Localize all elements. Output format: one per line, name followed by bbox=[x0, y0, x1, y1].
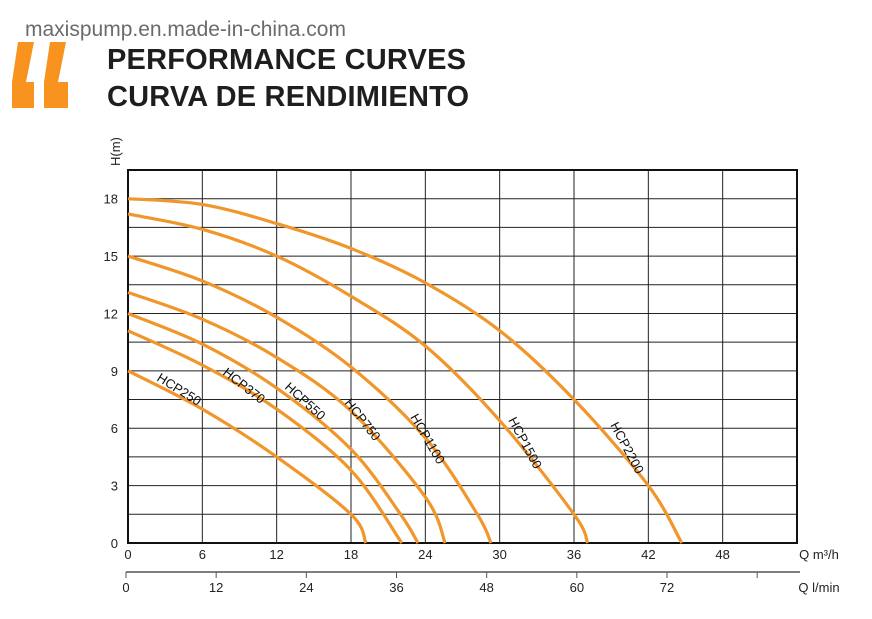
secondary-x-tick-label: 24 bbox=[299, 580, 313, 595]
secondary-x-tick-label: 12 bbox=[209, 580, 223, 595]
curve-hcp2200 bbox=[127, 197, 684, 544]
y-tick-label: 15 bbox=[104, 249, 118, 264]
curve-hcp1100 bbox=[127, 254, 493, 544]
y-tick-label: 12 bbox=[104, 306, 118, 321]
curve-label-hcp1100: HCP1100 bbox=[407, 411, 448, 466]
curve-label-hcp1500: HCP1500 bbox=[505, 414, 545, 471]
y-tick-label: 9 bbox=[111, 364, 118, 379]
x-tick-label: 6 bbox=[199, 547, 206, 562]
x-tick-label: 36 bbox=[567, 547, 581, 562]
quote-mark-icon bbox=[12, 42, 68, 108]
x-tick-label: 42 bbox=[641, 547, 655, 562]
curve-hcp250 bbox=[127, 369, 368, 544]
y-tick-label: 3 bbox=[111, 479, 118, 494]
y-tick-label: 18 bbox=[104, 192, 118, 207]
x-tick-label: 30 bbox=[492, 547, 506, 562]
secondary-x-tick-label: 72 bbox=[660, 580, 674, 595]
curve-hcp1500 bbox=[127, 212, 590, 544]
title-spanish: CURVA DE RENDIMIENTO bbox=[107, 81, 470, 113]
x-tick-label: 12 bbox=[269, 547, 283, 562]
secondary-x-axis-label: Q l/min bbox=[798, 580, 839, 595]
secondary-x-tick-label: 48 bbox=[479, 580, 493, 595]
secondary-x-tick-label: 0 bbox=[122, 580, 129, 595]
secondary-x-tick-label: 60 bbox=[570, 580, 584, 595]
y-tick-label: 0 bbox=[111, 536, 118, 551]
curve-hcp550 bbox=[127, 311, 420, 544]
curve-label-hcp750: HCP750 bbox=[342, 396, 384, 444]
curve-hcp750 bbox=[127, 290, 447, 544]
site-url: maxispump.en.made-in-china.com bbox=[25, 18, 346, 41]
x-axis-label: Q m³/h bbox=[799, 547, 839, 562]
title-english: PERFORMANCE CURVES bbox=[107, 44, 467, 76]
y-axis-label: H(m) bbox=[108, 137, 123, 166]
secondary-x-tick-label: 36 bbox=[389, 580, 403, 595]
x-tick-label: 18 bbox=[344, 547, 358, 562]
x-tick-label: 24 bbox=[418, 547, 432, 562]
curve-hcp370 bbox=[127, 329, 404, 544]
y-tick-label: 6 bbox=[111, 421, 118, 436]
plot-border bbox=[127, 169, 798, 544]
x-tick-label: 48 bbox=[715, 547, 729, 562]
x-tick-label: 0 bbox=[124, 547, 131, 562]
